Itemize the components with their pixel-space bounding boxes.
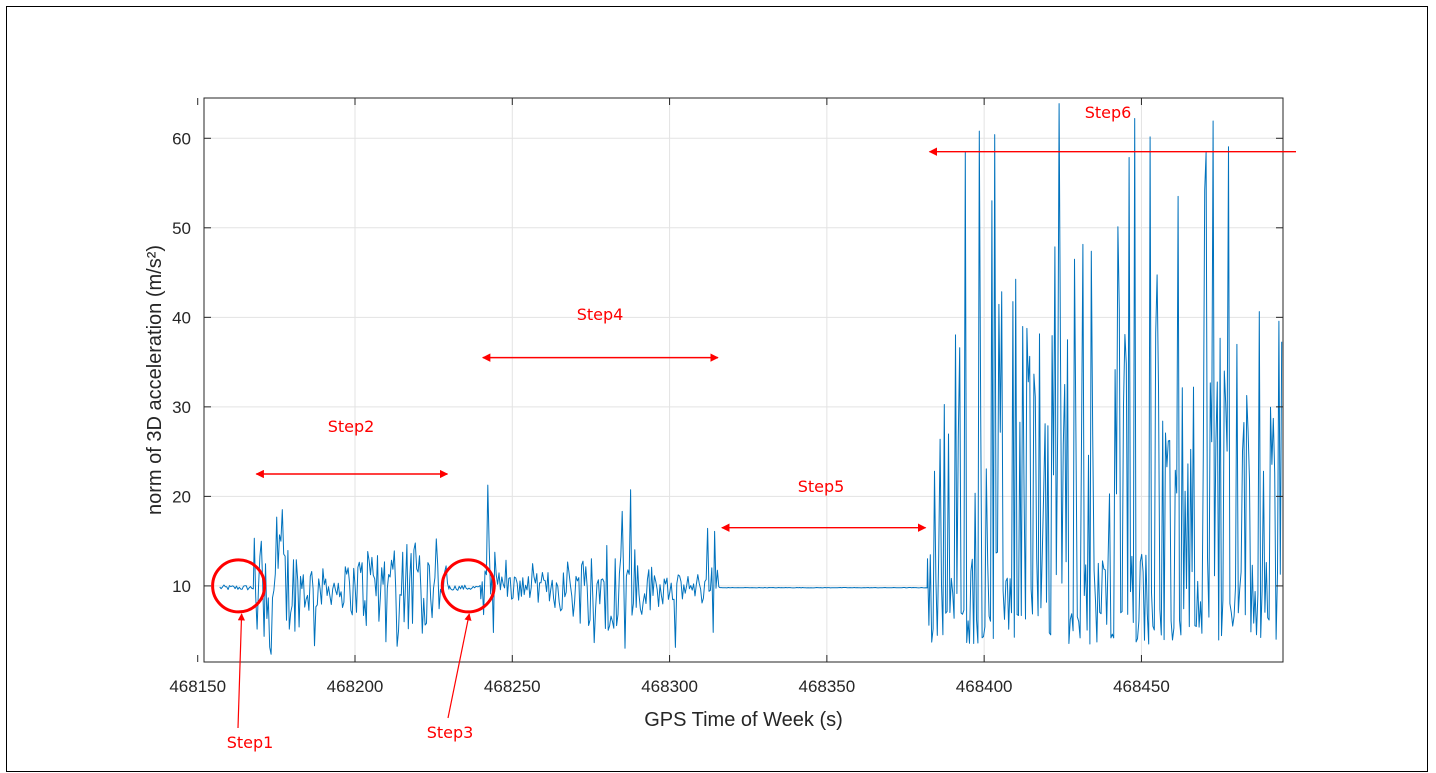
annotation-label: Step5: [798, 477, 845, 496]
acceleration-series-line: [219, 103, 1283, 655]
grid: [204, 98, 1283, 662]
x-tick-label: 468300: [641, 677, 698, 696]
y-tick-label: 30: [172, 398, 191, 417]
x-tick-label: 468200: [327, 677, 384, 696]
y-tick-label: 10: [172, 577, 191, 596]
annotation-label: Step2: [328, 417, 375, 436]
callout-line: [447, 613, 472, 719]
highlight-circle: [440, 558, 496, 614]
y-tick-label: 60: [172, 129, 191, 148]
annotation-step6: Step6: [928, 103, 1296, 156]
y-tick-label: 20: [172, 487, 191, 506]
annotation-step1: Step1: [211, 558, 274, 752]
annotation-label: Step1: [227, 733, 274, 752]
plot-border: [203, 97, 1284, 663]
annotation-label: Step3: [427, 723, 474, 742]
y-axis-label: norm of 3D acceleration (m/s²): [144, 245, 166, 515]
x-tick-label: 468450: [1113, 677, 1170, 696]
x-tick-label: 468250: [484, 677, 541, 696]
plot-area: [204, 98, 1283, 662]
annotation-label: Step4: [577, 305, 624, 324]
y-tick-label: 50: [172, 219, 191, 238]
annotation-step2: Step2: [255, 417, 449, 479]
callout-line: [237, 613, 245, 729]
annotation-step3: Step3: [427, 558, 496, 742]
x-axis-label: GPS Time of Week (s): [644, 709, 843, 731]
annotation-label: Step6: [1085, 103, 1132, 122]
x-tick-label: 468400: [956, 677, 1013, 696]
y-tick-label: 40: [172, 308, 191, 327]
highlight-circle: [211, 558, 267, 614]
figure-frame: [6, 6, 1428, 772]
axis-ticks: 468150 468200 468250 468300 468350 468400 4684…: [169, 98, 1283, 696]
x-tick-label: 468350: [798, 677, 855, 696]
x-tick-label: 468150: [169, 677, 226, 696]
annotation-step5: Step5: [721, 477, 927, 532]
annotation-step4: Step4: [481, 305, 719, 362]
annotations: Step1 Step2 Step3 Step4 Step5 Step6: [211, 103, 1296, 752]
